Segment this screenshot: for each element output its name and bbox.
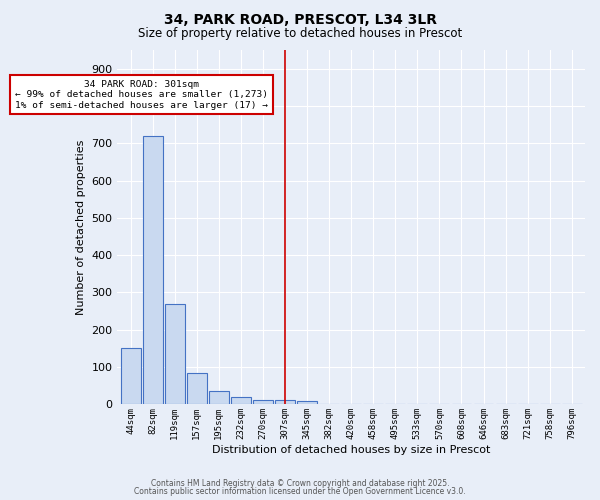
Bar	[231, 397, 251, 404]
Y-axis label: Number of detached properties: Number of detached properties	[76, 140, 86, 315]
Bar	[121, 348, 140, 405]
Text: 34 PARK ROAD: 301sqm
← 99% of detached houses are smaller (1,273)
1% of semi-det: 34 PARK ROAD: 301sqm ← 99% of detached h…	[15, 80, 268, 110]
Text: 34, PARK ROAD, PRESCOT, L34 3LR: 34, PARK ROAD, PRESCOT, L34 3LR	[163, 12, 437, 26]
Bar	[143, 136, 163, 404]
X-axis label: Distribution of detached houses by size in Prescot: Distribution of detached houses by size …	[212, 445, 490, 455]
Bar	[165, 304, 185, 404]
Text: Size of property relative to detached houses in Prescot: Size of property relative to detached ho…	[138, 28, 462, 40]
Bar	[297, 400, 317, 404]
Text: Contains public sector information licensed under the Open Government Licence v3: Contains public sector information licen…	[134, 487, 466, 496]
Bar	[187, 374, 207, 404]
Text: Contains HM Land Registry data © Crown copyright and database right 2025.: Contains HM Land Registry data © Crown c…	[151, 478, 449, 488]
Bar	[275, 400, 295, 404]
Bar	[253, 400, 273, 404]
Bar	[209, 390, 229, 404]
